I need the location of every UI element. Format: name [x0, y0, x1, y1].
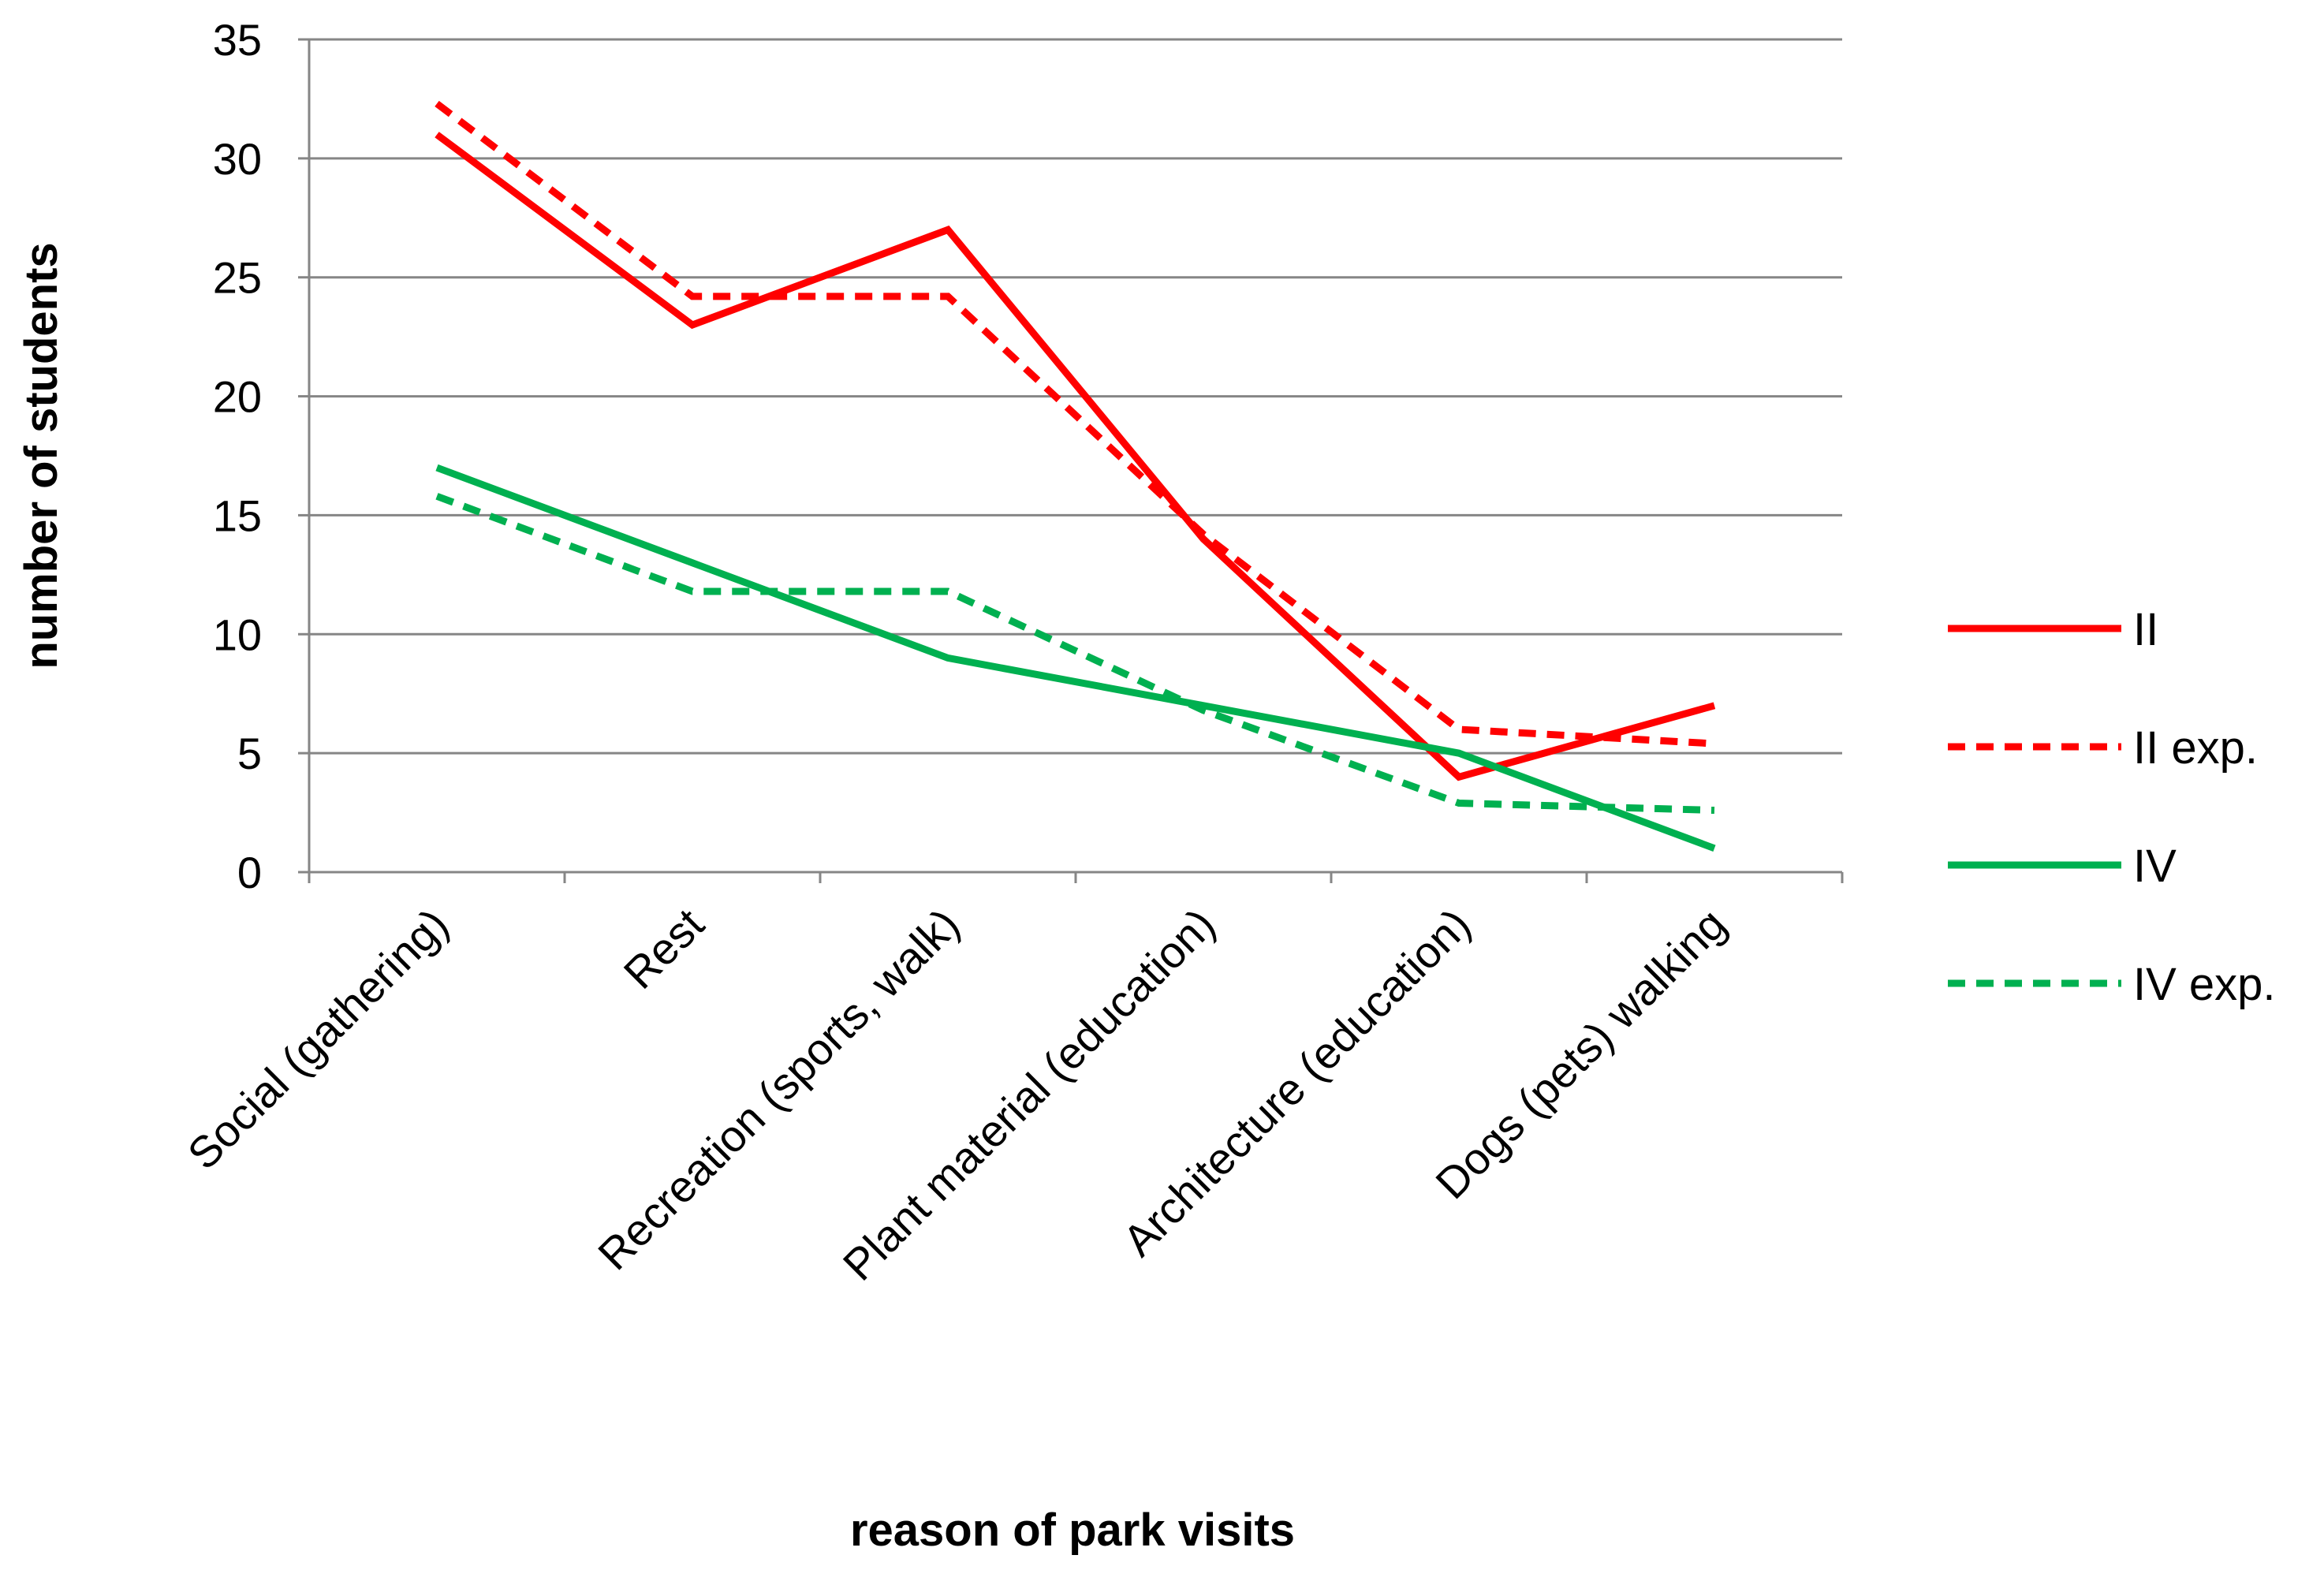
y-tick-label: 20: [213, 372, 262, 422]
legend-label: II: [2133, 604, 2158, 655]
legend: II II exp. IV IV exp.: [1948, 604, 2276, 1010]
series-line: [435, 464, 1716, 852]
series-lines: [435, 100, 1716, 852]
y-tick-label: 5: [237, 729, 262, 778]
x-axis-title: reason of park visits: [850, 1505, 1295, 1556]
y-tick-label: 0: [237, 848, 262, 897]
series-line: [435, 100, 1715, 748]
legend-label: IV: [2133, 841, 2177, 892]
x-tick-label: Dogs (pets) walking: [1426, 899, 1735, 1208]
x-tick-label: Social (gathering): [178, 899, 458, 1179]
y-tick-label: 25: [213, 253, 262, 303]
gridlines: [309, 38, 1842, 755]
y-axis-title: number of students: [16, 242, 67, 669]
y-tick-label: 15: [213, 490, 262, 540]
series-line: [435, 132, 1716, 781]
y-tick-label: 35: [213, 15, 262, 65]
legend-label: IV exp.: [2133, 959, 2276, 1010]
y-tick-label: 10: [213, 610, 262, 659]
series-line: [435, 493, 1715, 815]
x-tick-label: Rest: [614, 899, 714, 998]
y-tick-label: 30: [213, 134, 262, 184]
legend-label: II exp.: [2133, 722, 2258, 774]
